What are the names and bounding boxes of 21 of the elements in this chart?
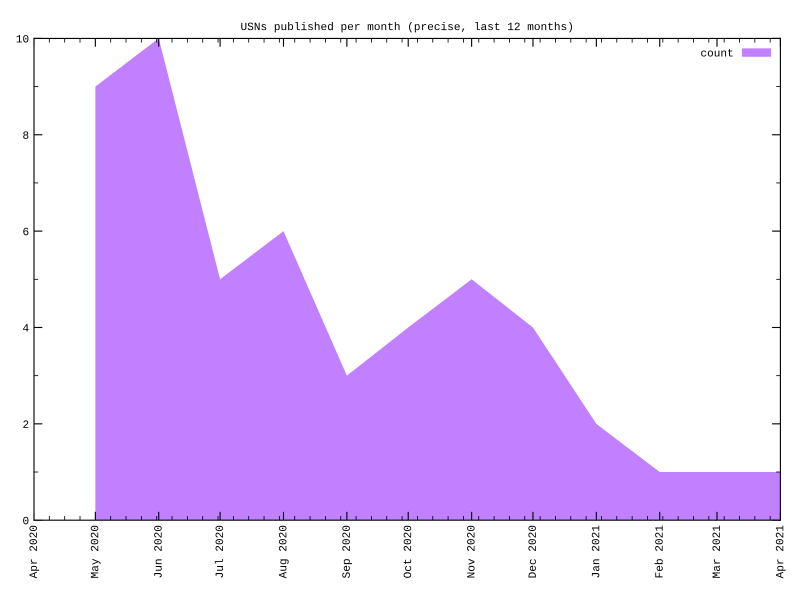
- y-tick-label: 2: [23, 420, 28, 428]
- x-tick-label: Dec 2020: [528, 526, 536, 578]
- x-tick-label: Jan 2021: [592, 526, 600, 578]
- chart-title: USNs published per month (precise, last 12 months): [241, 22, 572, 32]
- legend-label: count: [701, 49, 733, 57]
- x-tick-label: Mar 2021: [712, 526, 720, 578]
- y-tick-label: 4: [23, 324, 29, 332]
- y-tick-label: 0: [23, 516, 28, 524]
- x-tick-label: Nov 2020: [467, 526, 475, 578]
- x-tick-label: Jul 2020: [214, 526, 224, 578]
- x-tick-label: Apr 2021: [776, 526, 786, 578]
- x-tick-label: Sep 2020: [342, 526, 352, 578]
- y-tick-label: 10: [16, 34, 28, 43]
- x-tick-label: Feb 2021: [654, 526, 663, 578]
- x-tick-label: Aug 2020: [278, 526, 289, 578]
- x-tick-label: Jun 2020: [154, 526, 162, 578]
- x-tick-label: Oct 2020: [404, 526, 412, 578]
- y-tick-label: 8: [23, 131, 28, 139]
- x-tick-label: Apr 2020: [29, 526, 40, 578]
- y-tick-label: 6: [23, 228, 28, 236]
- x-tick-label: May 2020: [90, 526, 101, 578]
